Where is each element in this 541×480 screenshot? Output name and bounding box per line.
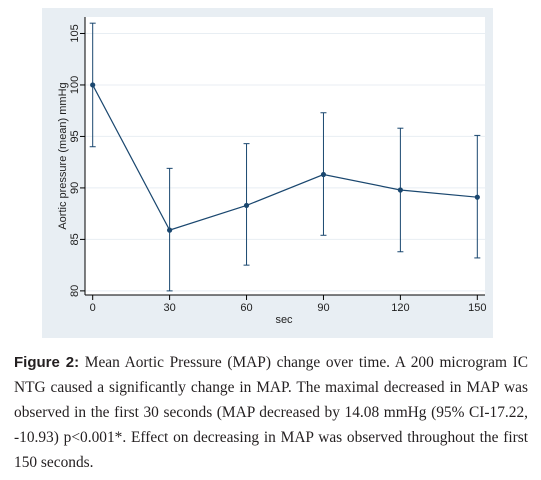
series-line <box>92 84 478 231</box>
y-tick-label: 95 <box>69 130 81 142</box>
plot-area <box>85 17 485 295</box>
x-tick-label: 150 <box>468 302 486 314</box>
x-axis-title: sec <box>275 314 293 326</box>
data-point <box>167 227 173 233</box>
figure-caption: Figure 2: Mean Aortic Pressure (MAP) cha… <box>14 350 528 475</box>
caption-text: Mean Aortic Pressure (MAP) change over t… <box>14 354 528 471</box>
data-point <box>474 194 480 200</box>
series-line-path <box>92 84 478 231</box>
y-tick-label: 100 <box>69 76 81 94</box>
y-tick-label: 105 <box>69 24 81 42</box>
y-axis-title: Aortic pressure (mean) mmHg <box>57 82 69 229</box>
x-tick-label: 60 <box>240 302 252 314</box>
data-point <box>320 171 327 178</box>
y-tick-label: 80 <box>69 285 81 297</box>
line-chart: 80 85 90 95 100 105 0 30 60 90 120 150 Aortic press… <box>42 8 493 338</box>
x-tick-label: 120 <box>391 302 409 314</box>
y-tick-label: 85 <box>69 233 81 245</box>
x-tick-label: 30 <box>163 302 175 314</box>
data-point <box>243 202 250 209</box>
x-tick-label: 90 <box>317 302 329 314</box>
data-point <box>90 82 96 88</box>
axes: 80 85 90 95 100 105 0 30 60 90 120 150 <box>69 17 486 314</box>
figure-panel: 80 85 90 95 100 105 0 30 60 90 120 150 Aortic press… <box>42 8 493 338</box>
x-tick-label: 0 <box>90 302 96 314</box>
data-point <box>397 187 403 193</box>
figure-label: Figure 2: <box>14 354 80 371</box>
gridlines <box>85 32 485 292</box>
y-tick-label: 90 <box>69 182 81 194</box>
data-points <box>90 82 480 233</box>
